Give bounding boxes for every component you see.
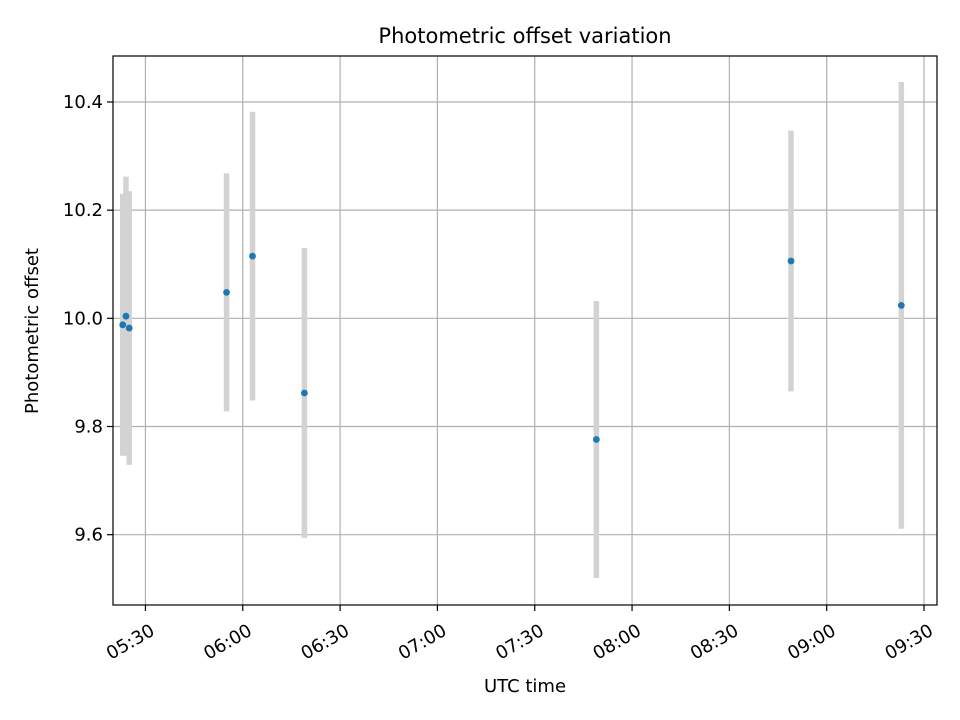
y-tick-label: 10.2	[63, 200, 103, 221]
data-point	[119, 321, 127, 329]
data-point	[223, 288, 230, 296]
y-axis-ticks: 9.6 9.8 10.0 10.2 10.4	[63, 92, 113, 546]
y-tick-label: 9.8	[74, 417, 103, 438]
data-point	[592, 436, 600, 443]
y-tick-label: 10.0	[63, 308, 103, 329]
data-points	[119, 252, 905, 443]
chart-title: Photometric offset variation	[378, 24, 671, 48]
data-point	[301, 389, 308, 397]
y-axis-label: Photometric offset	[22, 248, 43, 414]
y-tick-label: 10.4	[63, 92, 103, 113]
data-point	[125, 324, 133, 332]
y-tick-label: 9.6	[74, 525, 103, 546]
data-point	[249, 252, 256, 260]
data-point	[787, 257, 795, 265]
data-point	[122, 312, 130, 320]
plot-frame	[112, 55, 938, 606]
x-axis-label: UTC time	[484, 676, 566, 697]
data-point	[897, 301, 905, 309]
